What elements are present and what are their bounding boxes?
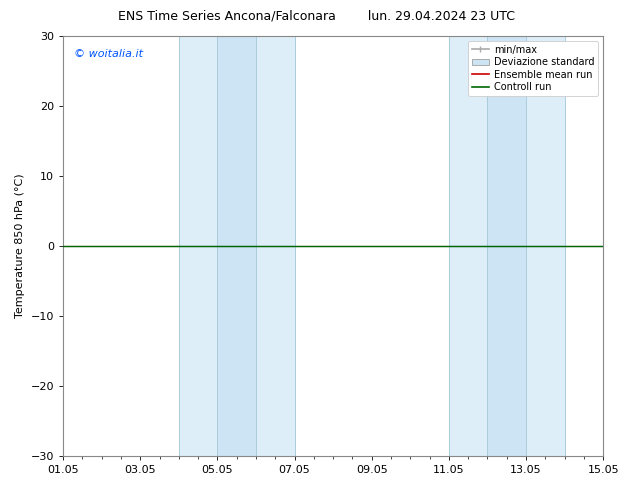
Bar (449, 36, 488, 456)
Bar (217, 36, 256, 456)
Y-axis label: Temperature 850 hPa (°C): Temperature 850 hPa (°C) (15, 174, 25, 318)
Text: © woitalia.it: © woitalia.it (74, 49, 143, 59)
Text: ENS Time Series Ancona/Falconara        lun. 29.04.2024 23 UTC: ENS Time Series Ancona/Falconara lun. 29… (119, 10, 515, 23)
Bar (256, 36, 295, 456)
Bar (488, 36, 526, 456)
Bar (526, 36, 565, 456)
Bar (179, 36, 217, 456)
Legend: min/max, Deviazione standard, Ensemble mean run, Controll run: min/max, Deviazione standard, Ensemble m… (468, 41, 598, 96)
